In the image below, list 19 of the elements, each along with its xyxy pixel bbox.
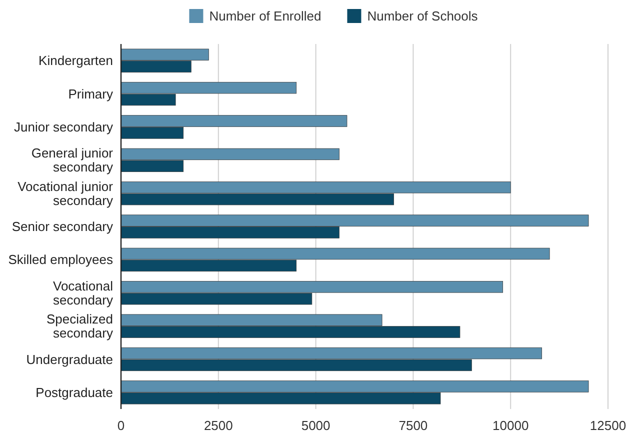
x-tick-label: 7500 [398, 418, 428, 434]
y-tick-label: Vocational junior secondary [18, 178, 114, 208]
y-tick-label: Vocational secondary [53, 278, 114, 308]
legend-label: Number of Schools [367, 8, 478, 24]
y-tick-label: Skilled employees [8, 252, 114, 268]
y-tick-label: Undergraduate [26, 352, 113, 367]
x-tick-label: 12500 [590, 418, 626, 434]
y-tick-label: Specialized secondary [46, 312, 114, 341]
x-tick-label: 10000 [492, 418, 529, 434]
x-tick-label: 2500 [204, 418, 233, 434]
y-tick-label: Junior secondary [14, 120, 114, 135]
y-tick-label: General junior secondary [31, 146, 114, 175]
y-tick-label: Kindergarten [38, 53, 113, 68]
x-tick-label: 5000 [301, 418, 330, 434]
y-tick-label: Postgraduate [36, 384, 113, 400]
y-tick-label: Primary [68, 86, 114, 102]
x-tick-label: 0 [117, 418, 125, 434]
y-tick-label: Senior secondary [12, 219, 114, 234]
legend-label: Number of Enrolled [209, 8, 322, 24]
